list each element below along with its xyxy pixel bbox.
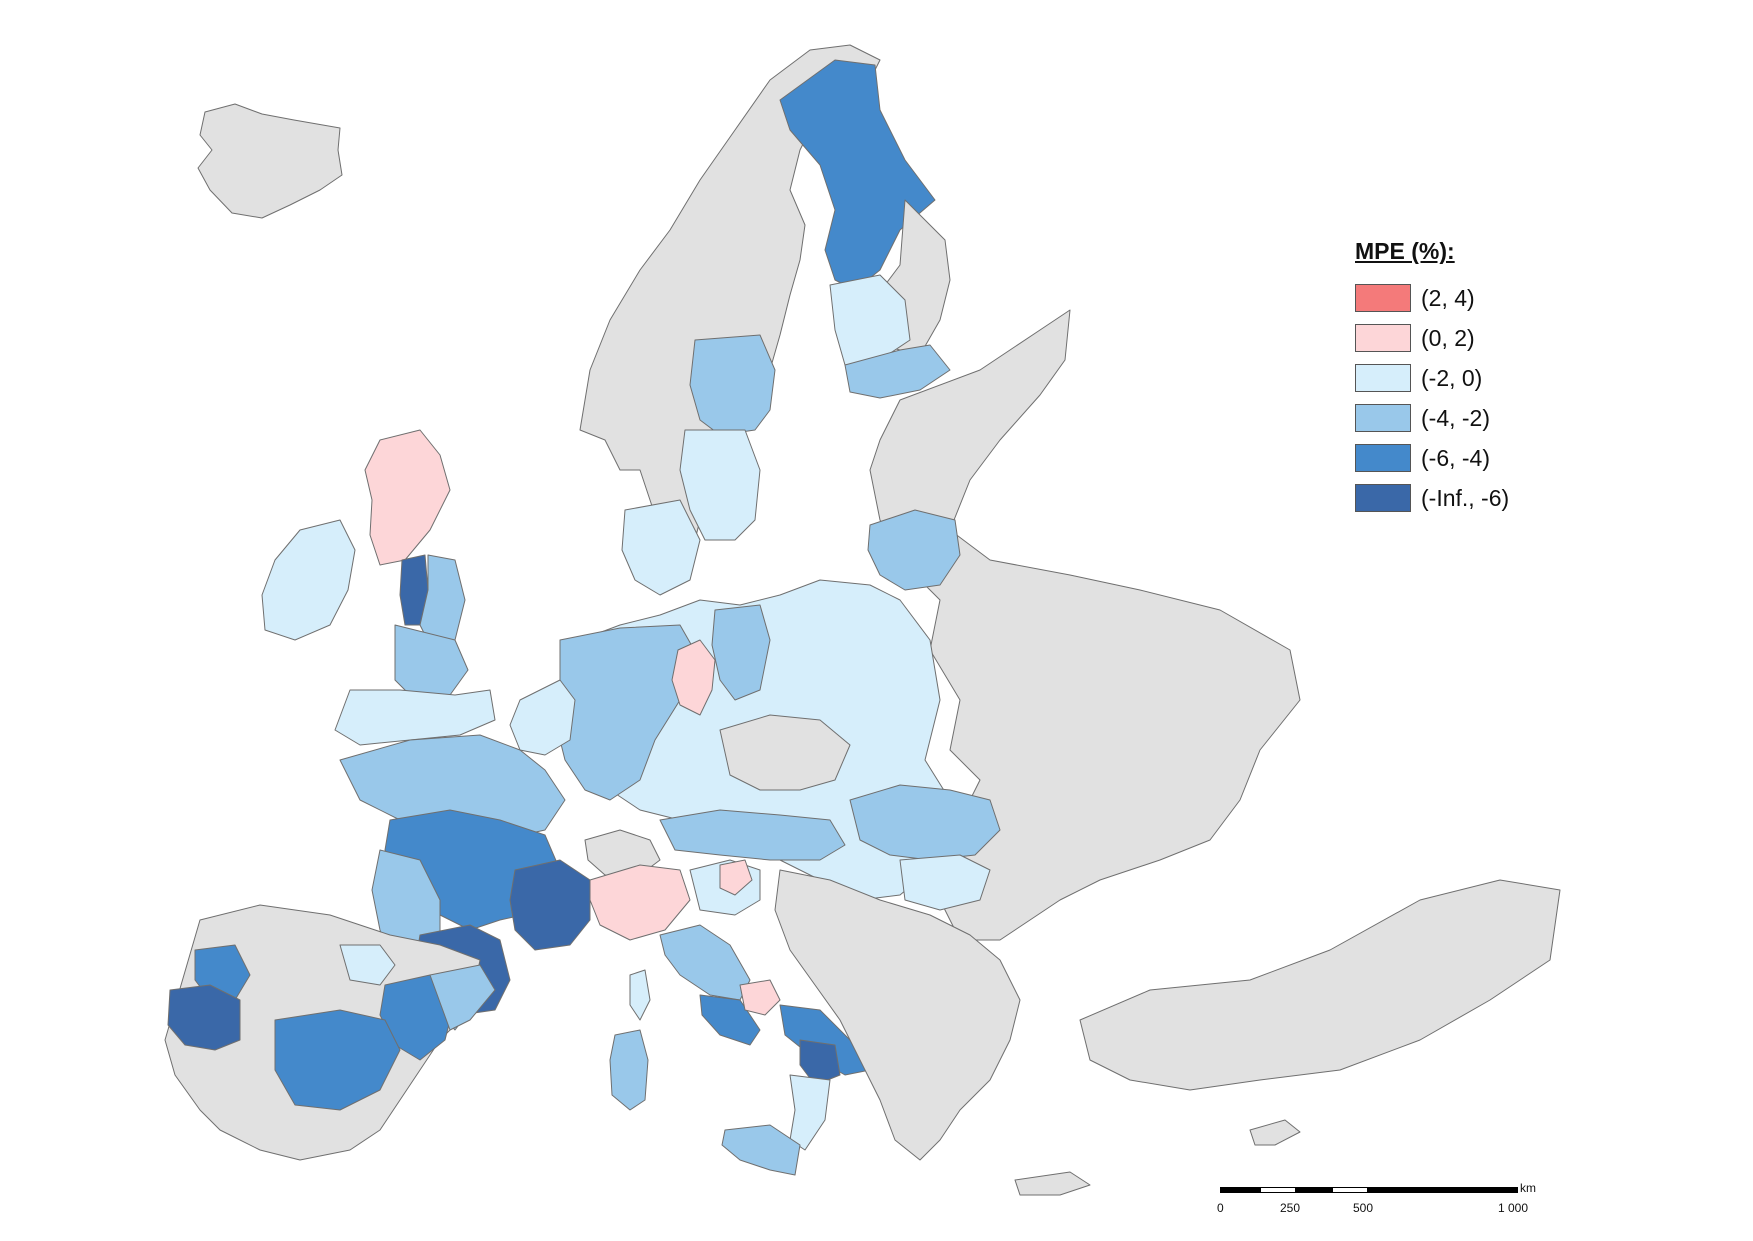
region-sicily bbox=[721, 1124, 801, 1176]
scale-bar-segment bbox=[1260, 1187, 1296, 1193]
region-uk-ne bbox=[419, 554, 466, 646]
region-fi-north bbox=[779, 59, 936, 291]
scale-bar-segment bbox=[1368, 1187, 1518, 1193]
region-uk-south bbox=[334, 689, 496, 746]
scale-bar-tick: 250 bbox=[1280, 1201, 1301, 1215]
scale-bar-tick: 0 bbox=[1217, 1201, 1224, 1215]
region-es-castilla bbox=[274, 1009, 401, 1111]
legend-label: (-6, -4) bbox=[1421, 444, 1490, 471]
region-de-pink bbox=[671, 639, 716, 716]
region-at bbox=[659, 809, 846, 861]
region-es-catalonia bbox=[429, 964, 496, 1031]
region-hu-north bbox=[849, 784, 1001, 861]
region-it-centre bbox=[659, 924, 751, 1001]
legend-label: (-4, -2) bbox=[1421, 404, 1490, 431]
legend-swatch bbox=[1355, 404, 1411, 432]
legend-item: (-2, 0) bbox=[1355, 358, 1555, 398]
scale-bar-unit: km bbox=[1520, 1181, 1536, 1195]
scale-bar-segment bbox=[1296, 1187, 1332, 1193]
legend-item: (-6, -4) bbox=[1355, 438, 1555, 478]
scale-bar: km 0 250 500 1 000 bbox=[1217, 1181, 1550, 1227]
legend-label: (-Inf., -6) bbox=[1421, 484, 1510, 511]
legend-swatch bbox=[1355, 444, 1411, 472]
region-se-mid bbox=[679, 429, 761, 541]
region-iceland bbox=[197, 103, 343, 219]
scale-bar-tick: 1 000 bbox=[1498, 1201, 1529, 1215]
region-it-south bbox=[789, 1074, 831, 1151]
region-lt bbox=[867, 509, 961, 591]
region-scotland bbox=[364, 429, 451, 566]
region-corsica bbox=[629, 969, 651, 1021]
scale-bar-tick: 500 bbox=[1353, 1201, 1374, 1215]
region-es-ne-light bbox=[339, 944, 396, 986]
region-ireland bbox=[261, 519, 356, 641]
legend-item: (0, 2) bbox=[1355, 318, 1555, 358]
region-crete bbox=[1014, 1171, 1091, 1196]
region-fr-rhone bbox=[509, 859, 591, 951]
region-turkey bbox=[1079, 879, 1561, 1091]
scale-bar-segment bbox=[1332, 1187, 1368, 1193]
legend-item: (-4, -2) bbox=[1355, 398, 1555, 438]
region-fi-mid bbox=[829, 274, 911, 366]
region-balkans bbox=[774, 869, 1021, 1161]
legend-title: MPE (%): bbox=[1355, 238, 1455, 264]
region-hu-south bbox=[899, 854, 991, 911]
region-it-puglia bbox=[779, 1004, 871, 1076]
legend-item: (2, 4) bbox=[1355, 278, 1555, 318]
legend-label: (-2, 0) bbox=[1421, 364, 1483, 391]
region-it-nw bbox=[589, 864, 691, 941]
region-de-east-blue bbox=[711, 604, 771, 701]
region-cz bbox=[719, 714, 851, 791]
legend-label: (0, 2) bbox=[1421, 324, 1475, 351]
legend-swatch bbox=[1355, 364, 1411, 392]
region-uk-mid bbox=[394, 624, 469, 701]
region-pt-centre bbox=[167, 984, 241, 1051]
legend-swatch bbox=[1355, 484, 1411, 512]
region-sardinia bbox=[609, 1029, 649, 1111]
legend: MPE (%): (2, 4) (0, 2) (-2, 0) (-4, -2) … bbox=[1355, 236, 1555, 518]
region-benelux bbox=[509, 679, 576, 756]
legend-label: (2, 4) bbox=[1421, 284, 1475, 311]
region-fi-south bbox=[844, 344, 951, 399]
legend-swatch bbox=[1355, 324, 1411, 352]
legend-item: (-Inf., -6) bbox=[1355, 478, 1555, 518]
region-it-abruzzo bbox=[739, 979, 781, 1016]
region-se-south bbox=[621, 499, 701, 596]
region-se-north bbox=[689, 334, 776, 436]
region-it-pink-east bbox=[719, 859, 753, 896]
scale-bar-segment bbox=[1220, 1187, 1260, 1193]
region-cyprus bbox=[1249, 1119, 1301, 1146]
region-fr-north bbox=[339, 734, 566, 841]
legend-swatch bbox=[1355, 284, 1411, 312]
